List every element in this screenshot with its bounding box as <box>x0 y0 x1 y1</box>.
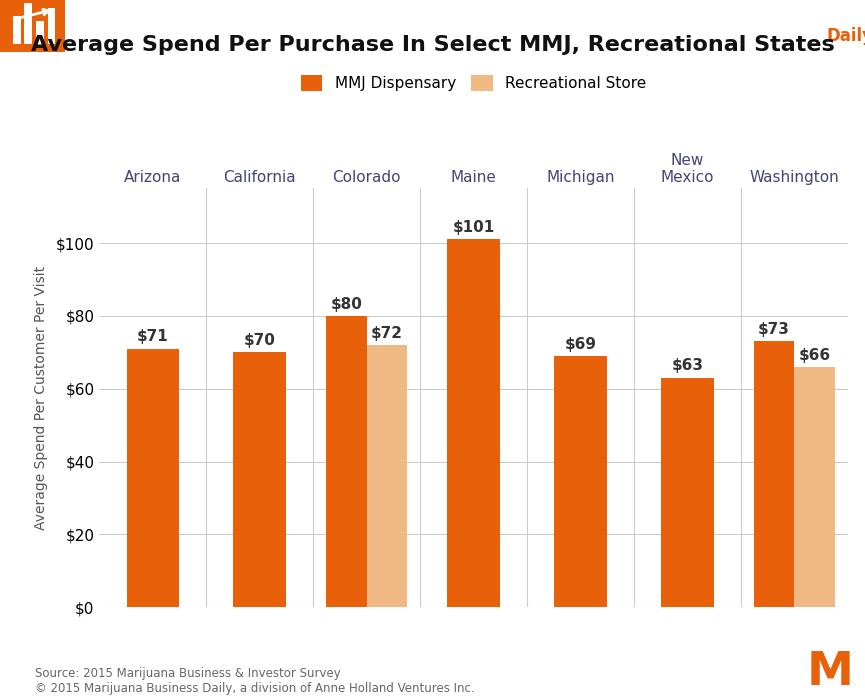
Text: Maine: Maine <box>451 170 497 185</box>
Bar <box>48 8 55 45</box>
Bar <box>554 356 607 607</box>
Bar <box>794 367 835 607</box>
Text: $80: $80 <box>330 297 362 311</box>
Bar <box>367 345 407 607</box>
Text: Average Spend Per Purchase In Select MMJ, Recreational States: Average Spend Per Purchase In Select MMJ… <box>30 36 835 55</box>
Text: $63: $63 <box>671 359 703 373</box>
Text: Business: Business <box>727 27 815 45</box>
Y-axis label: Average Spend Per Customer Per Visit: Average Spend Per Customer Per Visit <box>34 266 48 530</box>
Text: M: M <box>807 650 854 695</box>
Text: Chart of the Week: Chart of the Week <box>78 12 362 40</box>
Text: $69: $69 <box>565 336 597 352</box>
Bar <box>234 352 286 607</box>
Text: $66: $66 <box>798 348 830 362</box>
Bar <box>753 341 794 607</box>
Bar <box>326 316 367 607</box>
Bar <box>36 21 44 45</box>
Text: $73: $73 <box>758 322 790 337</box>
Text: Michigan: Michigan <box>546 170 615 185</box>
Text: Daily: Daily <box>826 27 865 45</box>
Text: $101: $101 <box>452 220 495 235</box>
Bar <box>126 349 179 607</box>
Text: $71: $71 <box>137 329 169 344</box>
Text: $72: $72 <box>371 326 403 341</box>
Text: Arizona: Arizona <box>125 170 182 185</box>
Text: Marijuana: Marijuana <box>727 8 819 26</box>
Bar <box>0 0 65 52</box>
Bar <box>24 3 32 45</box>
Text: California: California <box>223 170 296 185</box>
Text: Source: 2015 Marijuana Business & Investor Survey
© 2015 Marijuana Business Dail: Source: 2015 Marijuana Business & Invest… <box>35 667 474 695</box>
Bar <box>661 378 714 607</box>
Text: Colorado: Colorado <box>332 170 401 185</box>
Text: $70: $70 <box>244 333 276 348</box>
Bar <box>447 239 500 607</box>
Bar <box>13 16 21 45</box>
Legend: MMJ Dispensary, Recreational Store: MMJ Dispensary, Recreational Store <box>297 70 650 96</box>
Text: Washington: Washington <box>749 170 839 185</box>
Text: New
Mexico: New Mexico <box>661 153 714 185</box>
